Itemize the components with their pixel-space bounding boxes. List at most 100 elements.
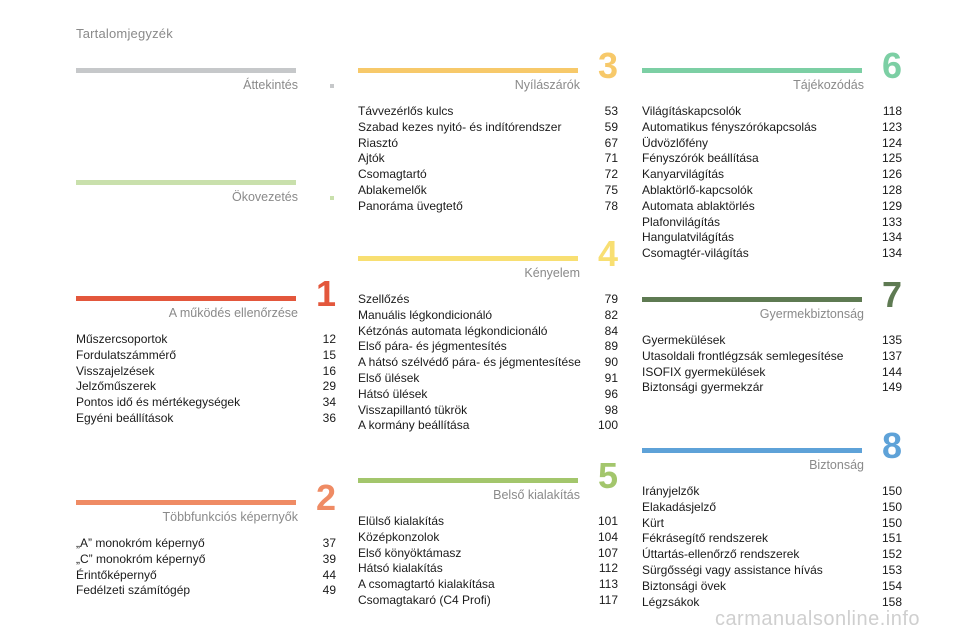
toc-entry-page: 144	[881, 364, 902, 379]
toc-entry[interactable]: Légzsákok 158	[642, 595, 902, 611]
toc-entry[interactable]: Hangulatvilágítás 134	[642, 230, 902, 246]
toc-entry[interactable]: „A” monokróm képernyő 37	[76, 536, 336, 552]
toc-entry-page: 44	[322, 567, 336, 582]
toc-entry[interactable]: Pontos idő és mértékegységek 34	[76, 395, 336, 411]
toc-entry-page: 84	[604, 323, 618, 338]
toc-entry-label: Hangulatvilágítás	[642, 230, 735, 245]
toc-entry-label: Csomagtér-világítás	[642, 246, 749, 261]
toc-entry-page: 112	[598, 561, 618, 576]
toc-entry-label: Jelzőműszerek	[76, 379, 157, 394]
toc-entry[interactable]: Első pára- és jégmentesítés 89	[358, 339, 618, 355]
toc-entry-label: „C” monokróm képernyő	[76, 551, 206, 566]
toc-entry[interactable]: Középkonzolok 104	[358, 530, 618, 546]
toc-entry-page: 16	[322, 363, 336, 378]
toc-entry[interactable]: Első ülések 91	[358, 371, 618, 387]
toc-entry-page: 79	[604, 292, 618, 306]
toc-entry[interactable]: Hátsó ülések 96	[358, 387, 618, 403]
page-title: Tartalomjegyzék	[76, 26, 173, 41]
toc-entry[interactable]: Csomagtér-világítás 134	[642, 246, 902, 262]
toc-entry[interactable]: Biztonsági gyermekzár 149	[642, 380, 902, 396]
section-header: Kényelem 4	[358, 236, 618, 290]
toc-entry[interactable]: Visszapillantó tükrök 98	[358, 403, 618, 419]
toc-entry[interactable]: Szabad kezes nyitó- és indítórendszer 59	[358, 120, 618, 136]
toc-entry[interactable]: Panoráma üvegtető 78	[358, 199, 618, 215]
section-color-bar	[76, 296, 296, 301]
toc-entry-page: 118	[882, 104, 902, 118]
toc-entry[interactable]: A hátsó szélvédő pára- és jégmentesítése…	[358, 355, 618, 371]
toc-entry[interactable]: Elakadásjelző 150	[642, 500, 902, 516]
toc-entry[interactable]: A csomagtartó kialakítása 113	[358, 577, 618, 593]
toc-entry[interactable]: Csomagtakaró (C4 Profi) 117	[358, 593, 618, 609]
toc-entry[interactable]: Hátsó kialakítás 112	[358, 561, 618, 577]
toc-entry-label: Szabad kezes nyitó- és indítórendszer	[358, 119, 562, 134]
toc-list: Távvezérlős kulcs 53 Szabad kezes nyitó- é…	[358, 104, 618, 215]
toc-entry[interactable]: Úttartás-ellenőrző rendszerek 152	[642, 547, 902, 563]
toc-entry-label: Fordulatszámmérő	[76, 347, 177, 362]
section-title: Nyílászárók	[514, 78, 580, 92]
toc-entry-label: Első pára- és jégmentesítés	[358, 339, 507, 354]
toc-entry[interactable]: Érintőképernyő 44	[76, 568, 336, 584]
toc-entry-page: 123	[881, 119, 902, 134]
section-gyermek: Gyermekbiztonság 7 Gyermekülések 135 Utasold…	[642, 277, 902, 396]
toc-entry[interactable]: Világításkapcsolók 118	[642, 104, 902, 120]
toc-list: Gyermekülések 135 Utasoldali frontlégzsák …	[642, 333, 902, 396]
toc-entry[interactable]: Fényszórók beállítása 125	[642, 151, 902, 167]
section-belso: Belső kialakítás 5 Elülső kialakítás 101 Köz…	[358, 458, 618, 609]
toc-entry[interactable]: Kétzónás automata légkondicionáló 84	[358, 324, 618, 340]
toc-entry[interactable]: Automata ablaktörlés 129	[642, 199, 902, 215]
toc-entry[interactable]: Manuális légkondicionáló 82	[358, 308, 618, 324]
toc-entry[interactable]: Gyermekülések 135	[642, 333, 902, 349]
watermark: carmanualsonline.info	[714, 608, 920, 630]
toc-entry-label: Gyermekülések	[642, 333, 726, 347]
toc-entry[interactable]: Riasztó 67	[358, 136, 618, 152]
toc-entry[interactable]: Első könyöktámasz 107	[358, 546, 618, 562]
toc-entry[interactable]: Fedélzeti számítógép 49	[76, 583, 336, 599]
toc-entry[interactable]: A kormány beállítása 100	[358, 418, 618, 434]
toc-entry-label: Egyéni beállítások	[76, 410, 174, 425]
section-color-bar	[358, 478, 578, 483]
section-title: Áttekintés	[243, 78, 298, 92]
toc-entry[interactable]: Ablakemelők 75	[358, 183, 618, 199]
toc-entry[interactable]: Visszajelzések 16	[76, 364, 336, 380]
toc-entry[interactable]: Fékrásegítő rendszerek 151	[642, 531, 902, 547]
toc-entry[interactable]: Üdvözlőfény 124	[642, 136, 902, 152]
toc-entry-page: 151	[881, 531, 902, 546]
toc-entry[interactable]: Kürt 150	[642, 516, 902, 532]
toc-entry[interactable]: Fordulatszámmérő 15	[76, 348, 336, 364]
toc-entry[interactable]: Plafonvilágítás 133	[642, 215, 902, 231]
toc-entry[interactable]: Sürgősségi vagy assistance hívás 153	[642, 563, 902, 579]
toc-entry[interactable]: Távvezérlős kulcs 53	[358, 104, 618, 120]
toc-entry[interactable]: Biztonsági övek 154	[642, 579, 902, 595]
toc-entry[interactable]: Elülső kialakítás 101	[358, 514, 618, 530]
toc-entry-label: Biztonsági gyermekzár	[642, 380, 764, 395]
toc-entry[interactable]: Műszercsoportok 12	[76, 332, 336, 348]
toc-entry[interactable]: Irányjelzők 150	[642, 484, 902, 500]
toc-entry-page: 71	[604, 151, 618, 166]
toc-entry[interactable]: Utasoldali frontlégzsák semlegesítése 137	[642, 349, 902, 365]
toc-entry-label: Műszercsoportok	[76, 332, 168, 346]
toc-entry-page: 104	[597, 529, 618, 544]
toc-entry[interactable]: Kanyarvilágítás 126	[642, 167, 902, 183]
toc-entry-page: 126	[881, 167, 902, 182]
toc-entry-label: Kürt	[642, 515, 665, 530]
toc-entry-page: 67	[604, 135, 618, 150]
toc-entry-page: 137	[881, 348, 902, 363]
toc-entry[interactable]: „C” monokróm képernyő 39	[76, 552, 336, 568]
toc-entry-page: 82	[604, 307, 618, 322]
toc-entry-label: Biztonsági övek	[642, 578, 727, 593]
toc-entry-label: Úttartás-ellenőrző rendszerek	[642, 547, 800, 562]
toc-entry[interactable]: Csomagtartó 72	[358, 167, 618, 183]
toc-entry[interactable]: Egyéni beállítások 36	[76, 411, 336, 427]
toc-entry[interactable]: Ablaktörlő-kapcsolók 128	[642, 183, 902, 199]
toc-entry-label: A csomagtartó kialakítása	[358, 577, 495, 592]
section-header: Nyílászárók 3	[358, 48, 618, 102]
toc-entry[interactable]: Ajtók 71	[358, 151, 618, 167]
toc-entry-label: Fékrásegítő rendszerek	[642, 531, 769, 546]
toc-entry[interactable]: ISOFIX gyermekülések 144	[642, 365, 902, 381]
toc-entry[interactable]: Szellőzés 79	[358, 292, 618, 308]
toc-entry-label: Visszapillantó tükrök	[358, 402, 468, 417]
toc-entry[interactable]: Automatikus fényszórókapcsolás 123	[642, 120, 902, 136]
toc-entry-label: Sürgősségi vagy assistance hívás	[642, 562, 823, 577]
section-color-bar	[642, 68, 862, 73]
toc-entry[interactable]: Jelzőműszerek 29	[76, 379, 336, 395]
